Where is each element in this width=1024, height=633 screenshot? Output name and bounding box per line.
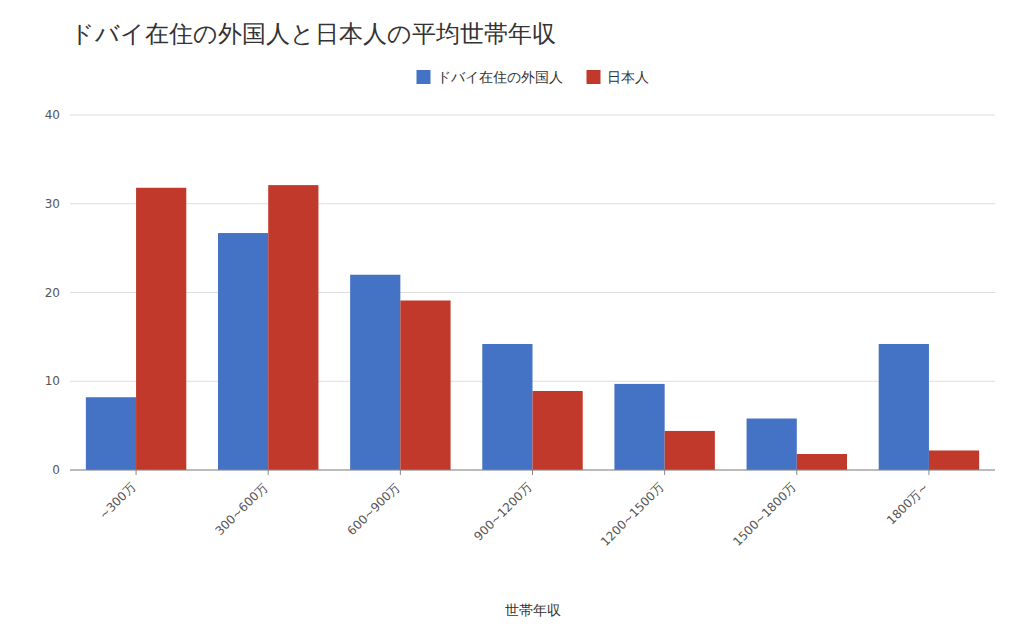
grid	[70, 115, 995, 470]
y-tick-label: 0	[52, 463, 60, 477]
legend-label: ドバイ在住の外国人	[437, 69, 563, 85]
bar	[747, 419, 797, 470]
y-tick-label: 10	[45, 374, 60, 388]
x-tick-label: 600~900万	[345, 480, 403, 538]
x-tick-label: 900~1200万	[471, 480, 534, 543]
bar	[797, 454, 847, 470]
bar	[350, 275, 400, 470]
bar	[400, 300, 450, 470]
bar	[136, 188, 186, 470]
chart-container: ドバイ在住の外国人と日本人の平均世帯年収 0 10 20 30 40 ~300万 300~60…	[0, 0, 1024, 633]
x-tick	[928, 470, 929, 475]
title: ドバイ在住の外国人と日本人の平均世帯年収	[70, 20, 556, 48]
legend-swatch	[587, 70, 601, 84]
bar	[268, 185, 318, 470]
grid-line	[70, 115, 995, 116]
y-tick-label: 20	[45, 286, 60, 300]
x-tick	[664, 470, 665, 475]
x-tick	[136, 470, 137, 475]
bar	[482, 344, 532, 470]
grid-line	[70, 292, 995, 293]
legend-label: 日本人	[607, 69, 649, 85]
bar	[879, 344, 929, 470]
x-axis-label: 世帯年収	[505, 602, 561, 618]
grid-line	[70, 203, 995, 204]
x-tick-label: ~300万	[96, 480, 138, 522]
bar	[218, 233, 268, 470]
y-tick-label: 30	[45, 197, 60, 211]
y-tick-label: 40	[45, 108, 60, 122]
x-tick	[400, 470, 401, 475]
x-tick-label: 1500~1800万	[730, 480, 799, 549]
bar	[665, 431, 715, 470]
x-tick	[268, 470, 269, 475]
x-tick-label: 1200~1500万	[598, 480, 667, 549]
legend: ドバイ在住の外国人 日本人	[417, 69, 649, 85]
x-tick-label: 300~600万	[212, 480, 270, 538]
legend-swatch	[417, 70, 431, 84]
bars	[86, 185, 979, 470]
bar	[86, 397, 136, 470]
x-tick	[796, 470, 797, 475]
x-tick	[532, 470, 533, 475]
chart: ドバイ在住の外国人と日本人の平均世帯年収 0 10 20 30 40 ~300万 300~60…	[0, 0, 1024, 633]
x-tick-label: 1800万~	[884, 480, 931, 527]
bar	[533, 391, 583, 470]
bar	[614, 384, 664, 470]
bar	[929, 450, 979, 470]
